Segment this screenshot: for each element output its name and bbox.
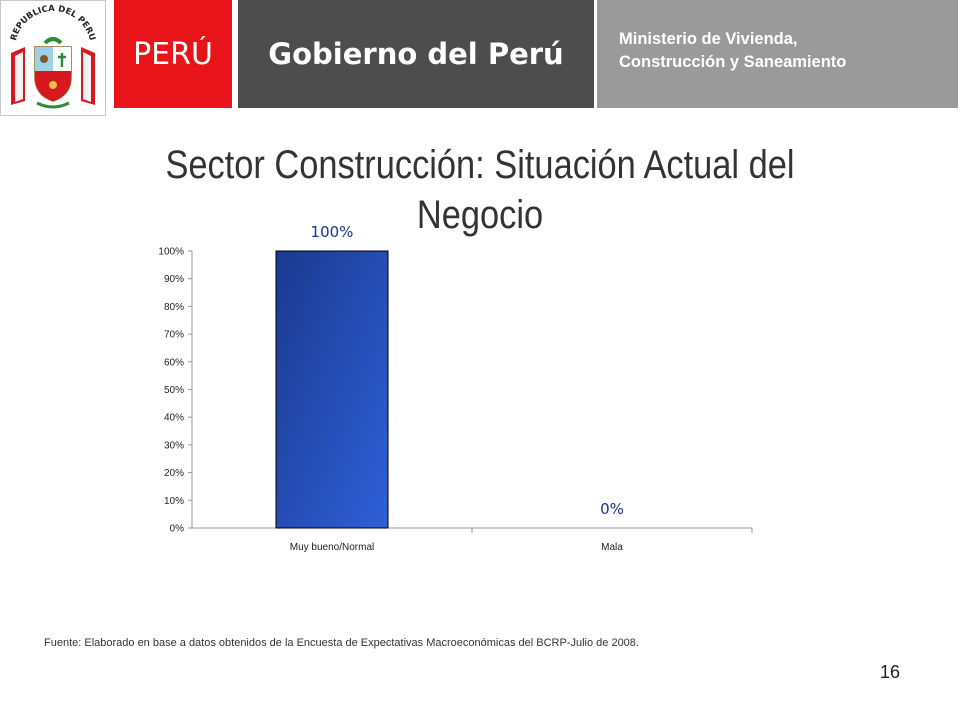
y-tick-label: 10% xyxy=(164,496,184,507)
country-band: PERÚ xyxy=(114,0,232,108)
government-band: Gobierno del Perú xyxy=(238,0,594,108)
slide-title: Sector Construcción: Situación Actual de… xyxy=(136,140,824,240)
source-note: Fuente: Elaborado en base a datos obteni… xyxy=(44,637,639,649)
coat-of-arms-emblem: REPUBLICA DEL PERU xyxy=(0,0,106,116)
slide-title-line-2: Negocio xyxy=(416,193,544,237)
ministry-band: Ministerio de Vivienda, Construcción y S… xyxy=(597,0,958,108)
y-tick-label: 90% xyxy=(164,274,184,285)
x-tick-label: Mala xyxy=(601,542,623,553)
country-label: PERÚ xyxy=(133,36,213,72)
y-tick-label: 30% xyxy=(164,440,184,451)
bar xyxy=(275,250,389,529)
shield-icon xyxy=(34,46,72,102)
x-tick-label: Muy bueno/Normal xyxy=(290,542,374,553)
y-tick-label: 20% xyxy=(164,468,184,479)
page-number: 16 xyxy=(880,662,901,682)
data-label: 100% xyxy=(311,223,354,241)
flags-icon xyxy=(11,47,95,105)
government-label: Gobierno del Perú xyxy=(268,37,564,71)
y-tick-label: 0% xyxy=(170,524,185,535)
y-tick-label: 40% xyxy=(164,413,184,424)
y-tick-label: 80% xyxy=(164,302,184,313)
wreath-icon xyxy=(36,37,70,109)
y-tick-label: 50% xyxy=(164,385,184,396)
ministry-line-1: Ministerio de Vivienda, xyxy=(619,30,798,48)
ministry-line-2: Construcción y Saneamiento xyxy=(619,53,847,71)
data-label: 0% xyxy=(600,500,624,518)
y-tick-label: 70% xyxy=(164,330,184,341)
y-tick-label: 100% xyxy=(158,247,184,258)
y-tick-label: 60% xyxy=(164,357,184,368)
slide-title-line-1: Sector Construcción: Situación Actual de… xyxy=(165,143,795,187)
